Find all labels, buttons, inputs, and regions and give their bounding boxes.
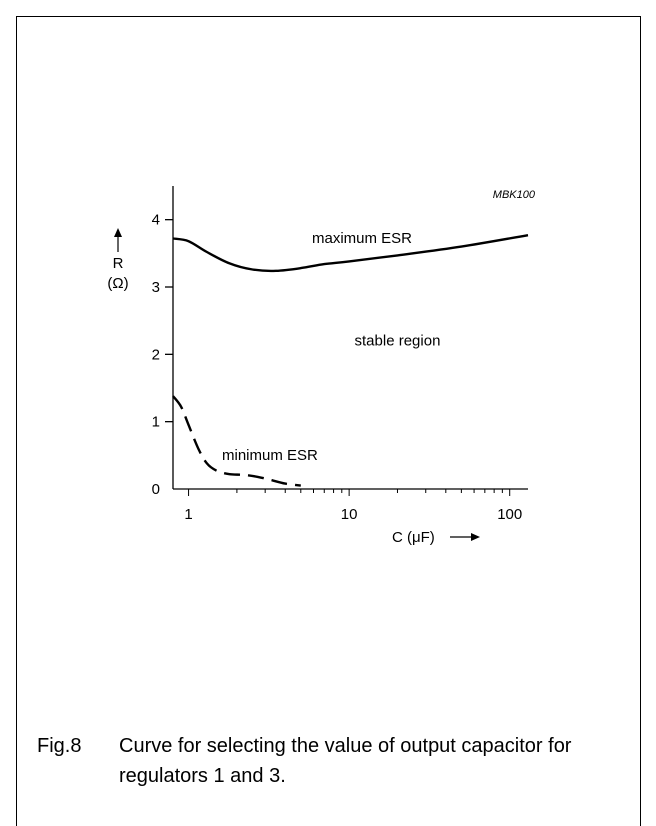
y-tick-label: 4 [152,212,160,229]
chart-code-label: MBK100 [493,189,536,201]
y-tick-label: 0 [152,481,160,498]
chart-axes [114,186,528,541]
minimum-esr-curve [172,395,301,487]
chart-labels: 0 1 2 3 4 1 10 100 maximum ESR minimum ESR stable … [107,189,535,546]
y-tick-label: 1 [152,414,160,431]
stable-region-label: stable region [355,333,441,350]
maximum-esr-curve [172,234,529,273]
y-tick-label: 2 [152,346,160,363]
y-axis-label: R [113,255,124,272]
figure-frame [16,16,641,826]
x-tick-label: 100 [497,506,522,523]
x-tick-label: 1 [184,506,192,523]
x-tick-label: 10 [341,506,358,523]
caption-figure-number: Fig.8 [37,735,82,757]
y-arrow-head [114,228,122,237]
x-arrow-head [471,533,480,541]
maximum-esr-label: maximum ESR [312,230,412,247]
y-axis-unit: (Ω) [107,275,128,292]
chart-series [172,234,529,487]
caption-text: Curve for selecting the value of output … [119,735,572,787]
minimum-esr-label: minimum ESR [222,447,318,464]
x-axis-label: C (μF) [392,529,435,546]
y-tick-label: 3 [152,279,160,296]
